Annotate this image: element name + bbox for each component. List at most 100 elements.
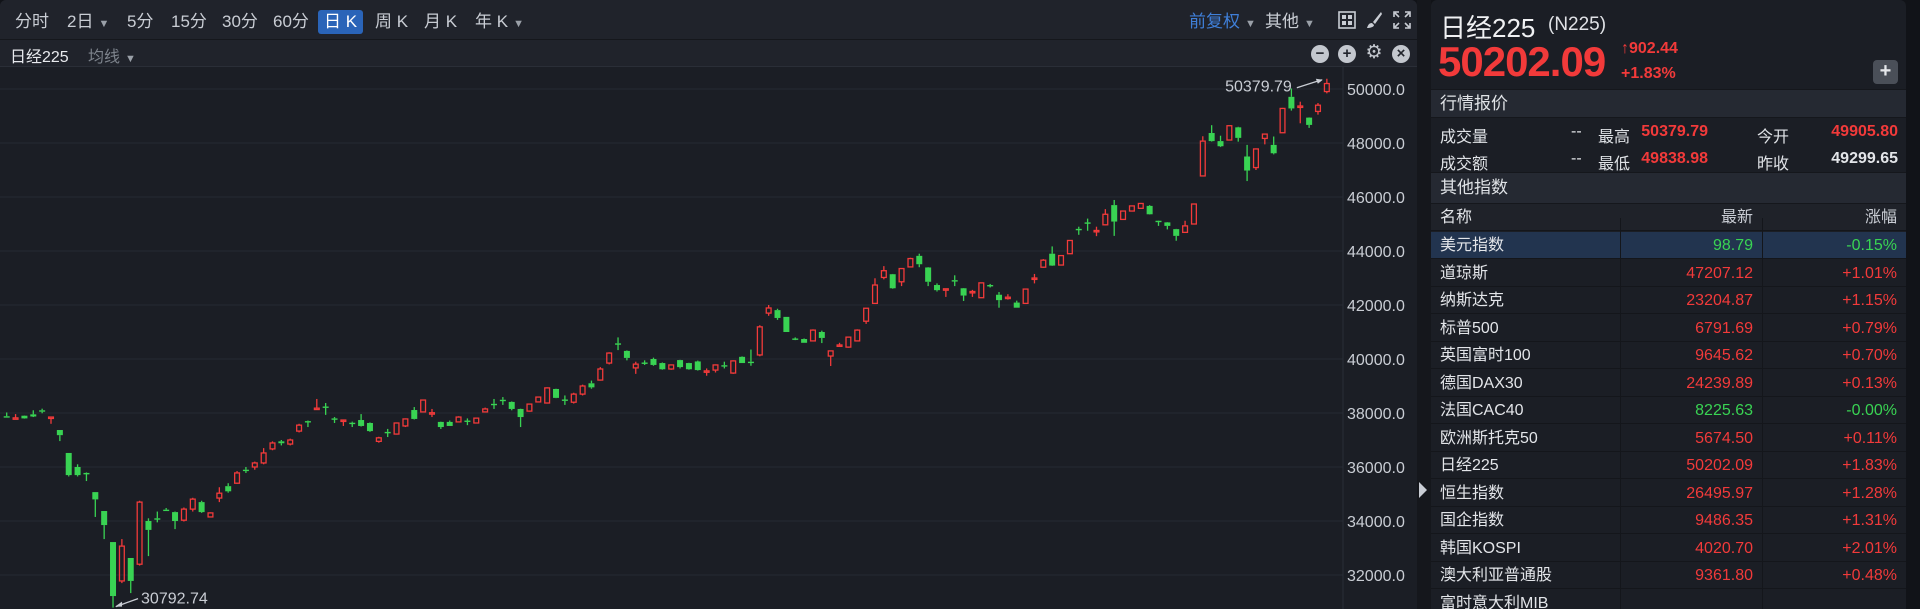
table-row[interactable]: 澳大利亚普通股 9361.80 +0.48% (1431, 562, 1906, 589)
candle-body-up (269, 442, 276, 450)
fullscreen-icon[interactable] (1392, 11, 1412, 31)
candle (1013, 300, 1020, 308)
up-arrow-icon: ↑ (1621, 40, 1629, 57)
candle-body-up (827, 350, 834, 357)
candle-body-down (172, 512, 179, 521)
candle-body-down (721, 365, 728, 367)
period-tab[interactable]: 2日 ▼ (64, 10, 112, 34)
quote-panel: 日经225 (N225) 50202.09 ↑902.44 +1.83% + 行… (1431, 0, 1906, 609)
candle-body-up (871, 284, 879, 305)
candle-body-down (1288, 96, 1295, 109)
candle (1252, 148, 1260, 170)
y-tick-label: 40000.0 (1347, 352, 1405, 369)
period-tab-label: 2日 (67, 12, 94, 31)
period-tab-label: 30分 (222, 12, 258, 31)
period-tab[interactable]: 周 K (372, 10, 411, 34)
candle (1066, 239, 1073, 255)
candlestick-chart[interactable]: 32000.0 34000.0 36000.0 38000.0 40000.0 42000… (0, 67, 1417, 609)
zoom-out-icon[interactable]: − (1311, 45, 1329, 63)
period-tab[interactable]: 分时 (12, 10, 52, 34)
table-row[interactable]: 富时意大利MIB (1431, 590, 1906, 609)
candle-body-down (553, 388, 560, 398)
candle (384, 428, 391, 438)
table-row[interactable]: 日经225 50202.09 +1.83% (1431, 452, 1906, 479)
table-row[interactable]: 道琼斯 47207.12 +1.01% (1431, 260, 1906, 287)
table-row[interactable]: 英国富时100 9645.62 +0.70% (1431, 342, 1906, 369)
candle-body-down (446, 421, 453, 426)
candle (3, 412, 10, 418)
candle-body-up (712, 364, 719, 371)
table-row[interactable]: 法国CAC40 8225.63 -0.00% (1431, 397, 1906, 424)
brush-icon[interactable] (1364, 11, 1384, 31)
y-tick-label: 46000.0 (1347, 190, 1405, 207)
adjust-dropdown[interactable]: 前复权 ▼ (1186, 10, 1259, 34)
grid-layout-icon[interactable] (1337, 11, 1357, 31)
panel-divider[interactable] (1417, 0, 1431, 609)
candle (1226, 125, 1233, 141)
add-watchlist-button[interactable]: + (1873, 60, 1898, 84)
candle (606, 352, 613, 365)
candle-body-up (969, 290, 976, 294)
period-tab[interactable]: 年 K ▼ (472, 10, 527, 34)
index-change-pct: -0.00% (1846, 402, 1897, 419)
column-header[interactable]: 最新 (1720, 209, 1753, 226)
candle-body-down (304, 421, 311, 423)
zoom-in-icon[interactable]: + (1338, 45, 1356, 63)
chart-header: 日经225 均线 ▼ − + ⚙ × (0, 40, 1417, 67)
candle (1102, 209, 1109, 226)
table-row[interactable]: 韩国KOSPI 4020.70 +2.01% (1431, 535, 1906, 562)
candle (304, 420, 311, 428)
table-row[interactable]: 国企指数 9486.35 +1.31% (1431, 507, 1906, 534)
y-tick-label: 36000.0 (1347, 460, 1405, 477)
candle (189, 497, 196, 512)
moving-average-dropdown[interactable]: 均线 ▼ (88, 43, 136, 67)
chart-title: 日经225 (10, 49, 69, 66)
candle (358, 414, 365, 427)
other-dropdown[interactable]: 其他 ▼ (1262, 10, 1318, 34)
table-row[interactable]: 标普500 6791.69 +0.79% (1431, 315, 1906, 342)
candle (1164, 222, 1171, 230)
table-row[interactable]: 纳斯达克 23204.87 +1.15% (1431, 287, 1906, 314)
period-tab[interactable]: 15分 (168, 10, 210, 34)
period-tab[interactable]: 30分 (219, 10, 261, 34)
period-tab[interactable]: 5分 (124, 10, 156, 34)
candle (730, 360, 737, 374)
candle (1084, 218, 1091, 231)
candle-body-up (1137, 202, 1144, 209)
candle (428, 408, 436, 418)
other-label: 其他 (1265, 12, 1299, 31)
candle (863, 307, 870, 324)
close-icon[interactable]: × (1392, 45, 1410, 63)
column-header[interactable]: 涨幅 (1864, 209, 1897, 226)
candle (349, 421, 356, 428)
candle (1208, 125, 1215, 142)
candle-body-up (1093, 229, 1100, 233)
candle (83, 472, 90, 482)
gear-icon[interactable]: ⚙ (1365, 42, 1383, 63)
candle (296, 423, 303, 433)
candle-body-down (1306, 117, 1313, 125)
quote-label: 昨收 (1757, 156, 1790, 173)
table-row[interactable]: 美元指数 98.79 -0.15% (1431, 232, 1906, 259)
candle-body-up (455, 416, 462, 423)
column-header[interactable]: 名称 (1440, 209, 1473, 226)
period-tab[interactable]: 月 K (421, 10, 460, 34)
y-tick-label: 32000.0 (1347, 568, 1405, 585)
period-tab[interactable]: 日 K (318, 10, 364, 34)
table-row[interactable]: 恒生指数 26495.97 +1.28% (1431, 480, 1906, 507)
candle-body-down (83, 472, 90, 475)
candle-body-up (251, 462, 258, 468)
candle (996, 292, 1003, 308)
candle-body-up (597, 368, 604, 381)
candle-body-down (1084, 222, 1091, 224)
index-last: 9361.80 (1695, 567, 1753, 584)
index-change-pct: +0.13% (1842, 374, 1897, 392)
candle-body-down (1049, 253, 1056, 266)
candle (650, 357, 657, 366)
collapse-panel-arrow-icon[interactable] (1419, 482, 1427, 498)
y-tick-label: 42000.0 (1347, 298, 1405, 315)
table-row[interactable]: 德国DAX30 24239.89 +0.13% (1431, 370, 1906, 397)
table-row[interactable]: 欧洲斯托克50 5674.50 +0.11% (1431, 425, 1906, 452)
index-change-pct: +1.15% (1842, 292, 1897, 309)
period-tab[interactable]: 60分 (270, 10, 312, 34)
